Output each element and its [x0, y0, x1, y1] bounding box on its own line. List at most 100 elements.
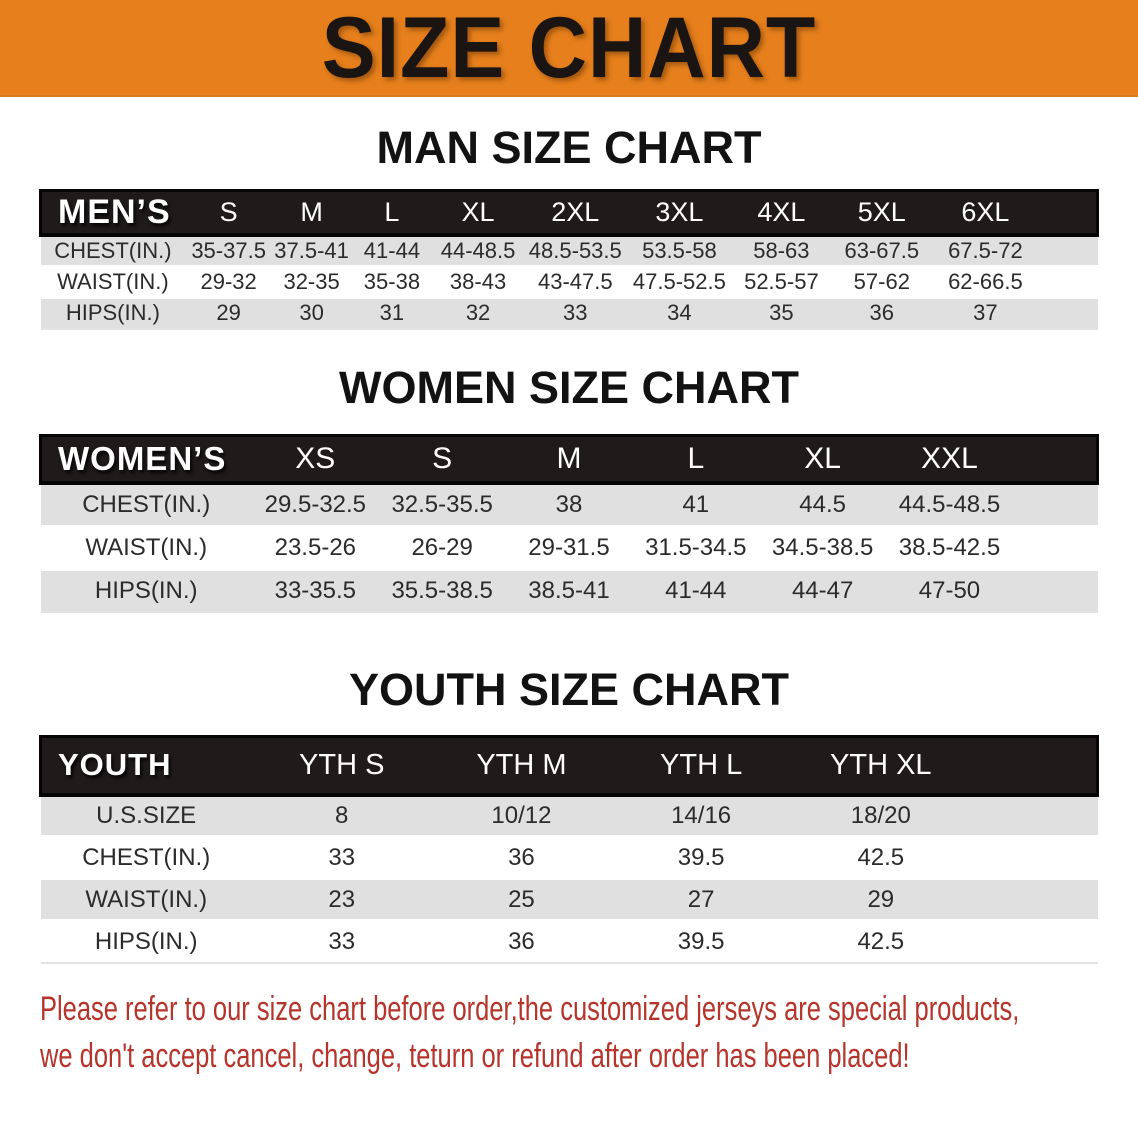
size-value-cell: 29-32 [200, 269, 257, 294]
size-column-header: M [271, 189, 352, 237]
size-column-header: S [378, 433, 506, 485]
size-value-cell: 32-35 [283, 269, 340, 294]
size-value-cell: 29 [867, 885, 895, 913]
measurement-row: HIPS(IN.) 33-35.5 35.5-38.5 38.5-41 41-44 44-… [40, 569, 1098, 612]
size-column-header: 3XL [627, 189, 732, 237]
size-column-header: 2XL [523, 189, 628, 237]
size-table-header-row: YOUTH YTH S YTH M YTH L YTH XL [38, 735, 1099, 797]
header-filler-cell [970, 735, 1099, 797]
size-value-cell: 57-62 [853, 269, 910, 294]
size-value-cell: 44-48.5 [440, 238, 516, 263]
size-value-cell: 41-44 [363, 238, 421, 263]
women-size-table: WOMEN’S XS S M L XL XXL CHEST(IN.) 29.5-32.5 32.5… [38, 433, 1099, 614]
measurement-label: WAIST(IN.) [57, 269, 169, 294]
size-value-cell: 36 [508, 843, 535, 871]
youth-size-table: YOUTH YTH S YTH M YTH L YTH XL U.S.SIZE 8 10/12… [38, 735, 1099, 964]
size-value-cell: 38-43 [449, 269, 507, 294]
size-value-cell: 53.5-58 [642, 238, 717, 263]
size-value-cell: 39.5 [677, 843, 725, 871]
size-value-cell: 25 [508, 885, 535, 913]
row-filler-cell [1038, 267, 1097, 298]
footer-notice: Please refer to our size chart before or… [40, 986, 1138, 1080]
size-column-header: L [351, 189, 433, 237]
row-filler-cell [971, 921, 1098, 963]
measurement-label: CHEST(IN.) [82, 843, 211, 871]
measurement-row: CHEST(IN.) 35-37.5 37.5-41 41-44 44-48.5 48.5… [40, 235, 1098, 267]
size-value-cell: 30 [299, 300, 324, 326]
size-value-cell: 31 [379, 300, 405, 326]
measurement-label: WAIST(IN.) [85, 533, 208, 561]
size-value-cell: 44-47 [791, 576, 854, 604]
measurement-label: U.S.SIZE [96, 801, 197, 829]
row-filler-cell [1013, 526, 1098, 569]
size-value-cell: 32.5-35.5 [391, 490, 493, 518]
size-column-header: M [505, 433, 633, 485]
size-value-cell: 43-47.5 [537, 269, 613, 294]
size-value-cell: 29.5-32.5 [264, 490, 367, 518]
row-filler-cell [971, 837, 1098, 879]
size-value-cell: 8 [335, 801, 349, 829]
measurement-label: HIPS(IN.) [94, 927, 198, 955]
size-chart-infographic: SIZE CHART MAN SIZE CHART MEN’S S M L XL 2XL 3… [0, 0, 1138, 1080]
measurement-row: CHEST(IN.) 33 36 39.5 42.5 [40, 836, 1098, 879]
size-column-header: XS [251, 433, 379, 485]
men-section-heading: MAN SIZE CHART [376, 122, 762, 173]
measurement-row: U.S.SIZE 8 10/12 14/16 18/20 [40, 794, 1098, 837]
size-value-cell: 52.5-57 [744, 269, 819, 294]
size-value-cell: 58-63 [753, 238, 810, 263]
size-value-cell: 38.5-42.5 [898, 533, 1001, 561]
measurement-row: WAIST(IN.) 23.5-26 26-29 29-31.5 31.5-34.5 34… [40, 526, 1098, 569]
section-youth: YOUTH SIZE CHART YOUTH YTH S YTH M YTH L YTH… [0, 665, 1138, 964]
women-section-heading: WOMEN SIZE CHART [339, 361, 799, 413]
youth-section-heading: YOUTH SIZE CHART [348, 664, 789, 715]
row-filler-cell [1038, 298, 1097, 329]
size-value-cell: 27 [687, 885, 715, 913]
size-value-cell: 38.5-41 [528, 576, 610, 604]
row-filler-cell [1013, 483, 1098, 526]
size-value-cell: 26-29 [411, 533, 473, 561]
size-value-cell: 44.5-48.5 [898, 490, 1001, 518]
notice-line-1: Please refer to our size chart before or… [40, 989, 1020, 1028]
men-size-table: MEN’S S M L XL 2XL 3XL 4XL 5XL 6XL CHEST(IN.) 35-37… [39, 189, 1100, 330]
measurement-row: WAIST(IN.) 29-32 32-35 35-38 38-43 43-47.5 47.… [40, 266, 1098, 298]
measurement-row: HIPS(IN.) 29 30 31 32 33 34 35 36 37 [40, 297, 1098, 329]
size-value-cell: 34.5-38.5 [771, 533, 874, 561]
table-title-cell: YOUTH [38, 735, 252, 797]
measurement-label: WAIST(IN.) [85, 885, 208, 913]
size-value-cell: 42.5 [857, 843, 905, 871]
size-value-cell: 33 [328, 843, 356, 871]
size-column-header: XL [759, 433, 887, 485]
size-column-header: YTH M [431, 735, 612, 797]
size-value-cell: 23.5-26 [274, 533, 357, 561]
section-women: WOMEN SIZE CHART WOMEN’S XS S M L XL XXL CHEST(… [0, 361, 1138, 614]
size-table-header-row: MEN’S S M L XL 2XL 3XL 4XL 5XL 6XL [39, 189, 1100, 237]
size-value-cell: 35.5-38.5 [391, 576, 493, 604]
row-filler-cell [1038, 235, 1097, 267]
size-column-header: YTH L [611, 735, 791, 797]
table-title-cell: WOMEN’S [38, 433, 252, 485]
size-column-header: 5XL [831, 189, 933, 237]
size-value-cell: 36 [869, 300, 895, 326]
size-value-cell: 23 [328, 885, 356, 913]
section-men: MAN SIZE CHART MEN’S S M L XL 2XL 3XL 4XL 5XL 6XL… [0, 123, 1138, 330]
size-value-cell: 47-50 [918, 576, 981, 604]
size-value-cell: 41 [682, 490, 710, 518]
measurement-label: HIPS(IN.) [65, 300, 160, 326]
size-value-cell: 35-38 [363, 269, 421, 294]
size-value-cell: 31.5-34.5 [645, 533, 747, 561]
size-value-cell: 32 [465, 300, 491, 326]
header-filler-cell [1012, 433, 1099, 485]
size-column-header: YTH XL [790, 735, 971, 797]
row-filler-cell [971, 795, 1098, 837]
size-value-cell: 33-35.5 [274, 576, 357, 604]
size-value-cell: 67.5-72 [948, 238, 1023, 263]
size-value-cell: 38 [555, 490, 583, 518]
size-value-cell: 10/12 [491, 801, 552, 829]
size-value-cell: 29-31.5 [528, 533, 610, 561]
size-value-cell: 29 [216, 300, 241, 326]
size-value-cell: 62-66.5 [948, 269, 1023, 294]
size-value-cell: 37 [973, 300, 998, 326]
size-column-header: XL [432, 189, 524, 237]
measurement-row: HIPS(IN.) 33 36 39.5 42.5 [40, 920, 1098, 963]
measurement-label: HIPS(IN.) [94, 576, 198, 604]
